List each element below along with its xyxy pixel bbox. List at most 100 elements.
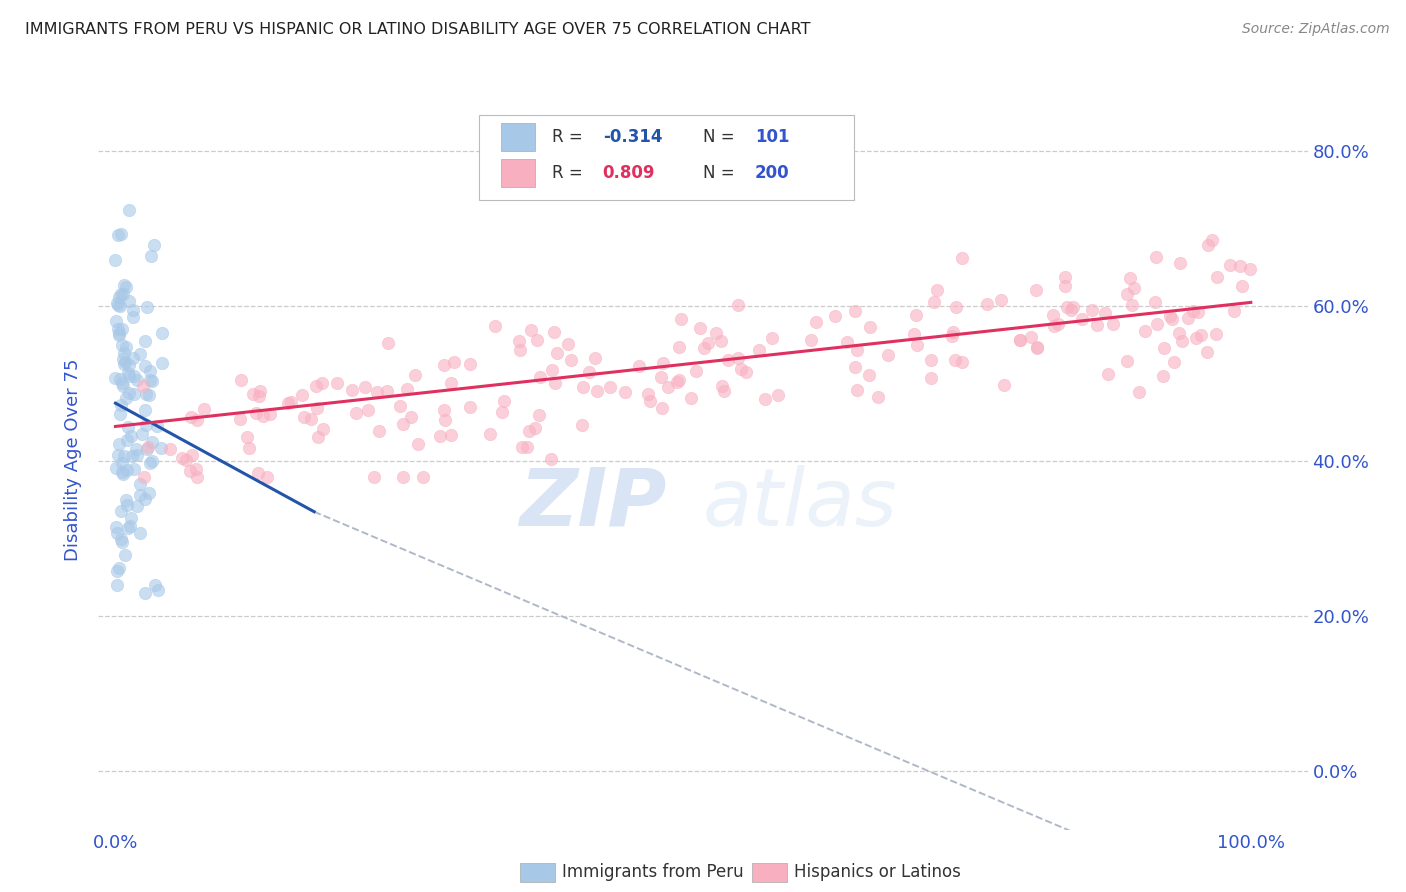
Point bbox=[107, 448, 129, 462]
Point bbox=[519, 323, 541, 337]
Point bbox=[117, 366, 139, 380]
Point bbox=[509, 343, 531, 358]
Point bbox=[114, 549, 136, 563]
Point bbox=[114, 280, 136, 294]
Point bbox=[115, 462, 138, 476]
Point bbox=[990, 293, 1012, 307]
Point bbox=[941, 328, 963, 343]
Point bbox=[907, 338, 929, 352]
Point bbox=[651, 401, 673, 415]
Point bbox=[115, 433, 138, 447]
Point bbox=[404, 368, 426, 383]
Point bbox=[150, 442, 173, 456]
Point bbox=[135, 387, 157, 401]
Point bbox=[440, 376, 463, 390]
Point bbox=[236, 429, 259, 443]
Point bbox=[1056, 301, 1078, 315]
Point bbox=[117, 420, 139, 434]
Point bbox=[837, 335, 859, 350]
Point bbox=[129, 525, 152, 540]
Point bbox=[1133, 324, 1156, 338]
Point bbox=[1239, 261, 1261, 276]
Point bbox=[391, 470, 413, 484]
Point bbox=[256, 470, 278, 484]
Point bbox=[942, 326, 965, 340]
Point bbox=[491, 404, 513, 418]
Point bbox=[112, 277, 135, 292]
Point bbox=[904, 308, 927, 322]
Point bbox=[307, 401, 329, 416]
Point bbox=[110, 321, 132, 335]
Point bbox=[1010, 334, 1032, 348]
Point bbox=[110, 287, 132, 301]
Point bbox=[666, 376, 689, 390]
Point bbox=[115, 493, 138, 508]
Point bbox=[368, 424, 391, 438]
Point bbox=[541, 363, 564, 377]
Point bbox=[246, 466, 269, 480]
Point bbox=[1047, 317, 1070, 331]
Point bbox=[1182, 304, 1205, 318]
Point bbox=[1097, 368, 1119, 382]
Point bbox=[443, 355, 465, 369]
Point bbox=[510, 440, 533, 454]
Point bbox=[363, 470, 385, 484]
Point bbox=[139, 456, 162, 470]
Point bbox=[1146, 318, 1168, 332]
Point bbox=[627, 359, 650, 373]
Point bbox=[543, 326, 565, 340]
Point bbox=[118, 369, 141, 384]
Point bbox=[1230, 279, 1253, 293]
Point bbox=[229, 412, 252, 426]
Point bbox=[652, 356, 675, 370]
Point bbox=[1116, 287, 1139, 301]
Point bbox=[657, 380, 679, 394]
Point bbox=[440, 428, 463, 442]
Point bbox=[122, 310, 145, 324]
Point bbox=[1152, 369, 1174, 384]
Point bbox=[108, 560, 131, 574]
Point bbox=[1042, 308, 1064, 322]
Point bbox=[141, 249, 163, 263]
Point bbox=[112, 449, 135, 463]
Point bbox=[735, 366, 758, 380]
Point bbox=[1053, 269, 1076, 284]
Point bbox=[1085, 318, 1108, 333]
Point bbox=[107, 322, 129, 336]
Text: IMMIGRANTS FROM PERU VS HISPANIC OR LATINO DISABILITY AGE OVER 75 CORRELATION CH: IMMIGRANTS FROM PERU VS HISPANIC OR LATI… bbox=[25, 22, 811, 37]
Point bbox=[640, 393, 662, 408]
Text: R =: R = bbox=[551, 128, 588, 146]
Point bbox=[112, 357, 135, 371]
Point bbox=[238, 441, 260, 455]
Point bbox=[110, 372, 132, 386]
Text: Source: ZipAtlas.com: Source: ZipAtlas.com bbox=[1241, 22, 1389, 37]
Point bbox=[104, 252, 127, 267]
Point bbox=[434, 412, 457, 426]
Point bbox=[395, 382, 418, 396]
Point bbox=[1081, 303, 1104, 318]
Point bbox=[806, 315, 828, 329]
Point bbox=[159, 442, 181, 457]
Point bbox=[529, 370, 551, 384]
Point bbox=[1189, 328, 1212, 343]
Point bbox=[1121, 298, 1143, 312]
Point bbox=[242, 387, 264, 401]
Point bbox=[118, 359, 141, 373]
Text: -0.314: -0.314 bbox=[603, 128, 662, 146]
Point bbox=[1201, 233, 1223, 247]
Point bbox=[107, 328, 129, 343]
Point bbox=[141, 434, 163, 449]
Point bbox=[1128, 384, 1150, 399]
Point bbox=[186, 470, 208, 484]
Point bbox=[877, 348, 900, 362]
Point bbox=[571, 418, 593, 433]
Point bbox=[976, 296, 998, 310]
Point bbox=[766, 388, 789, 402]
Point bbox=[131, 426, 153, 441]
Point bbox=[181, 448, 204, 462]
Point bbox=[128, 477, 150, 491]
Point bbox=[105, 313, 128, 327]
Point bbox=[1026, 341, 1049, 355]
Point bbox=[727, 351, 749, 366]
Point bbox=[110, 227, 132, 241]
